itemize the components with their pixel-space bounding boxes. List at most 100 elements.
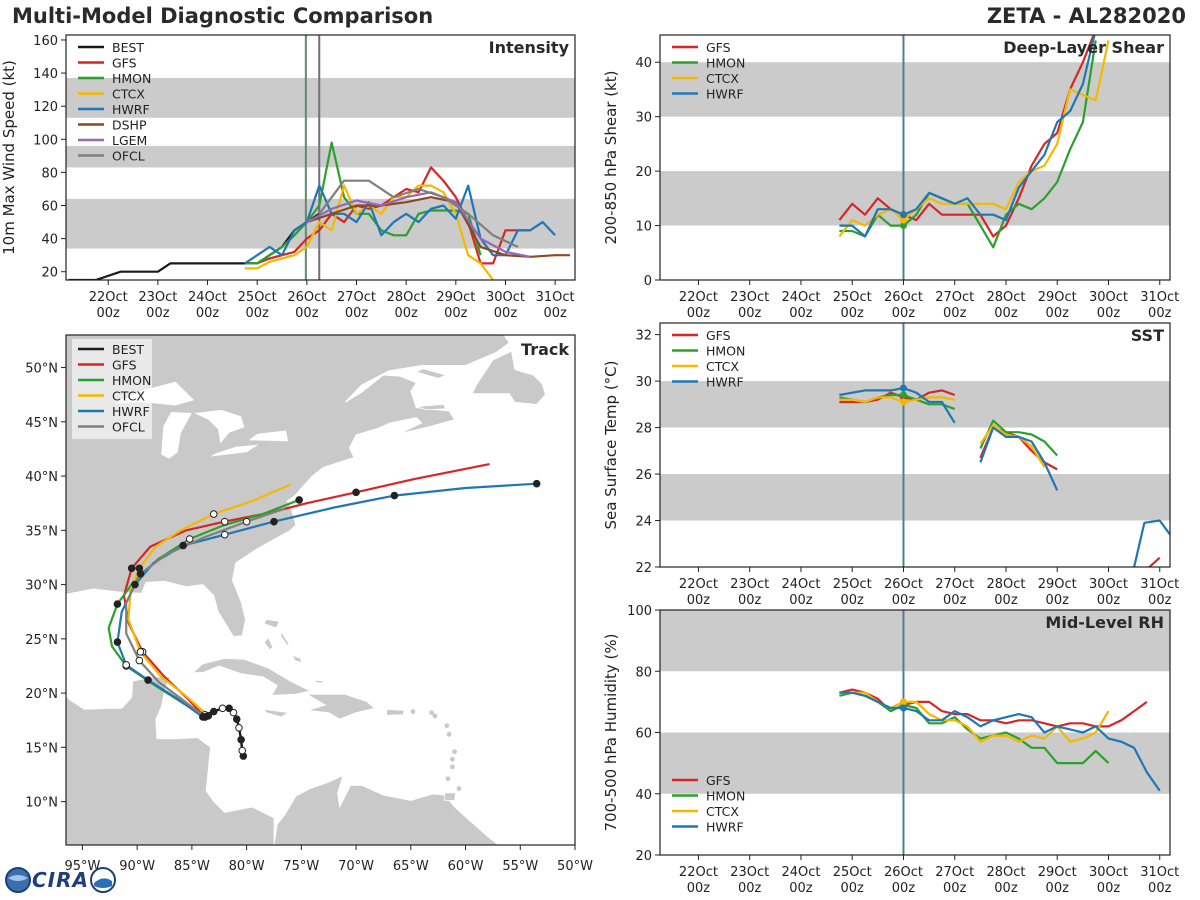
- series-ofcl-line: [318, 179, 519, 248]
- legend-label-lgem: LGEM: [112, 133, 147, 148]
- legend-label-hmon: HMON: [706, 344, 745, 359]
- land-lesser-antilles-7: [432, 713, 438, 719]
- rh-panel: 2040608010022Oct00z23Oct00z24Oct00z25Oct…: [602, 604, 1179, 896]
- x-tick-label: 25Oct: [833, 577, 872, 592]
- track-ofcl-marker: [242, 517, 251, 526]
- lake-superior: [114, 381, 195, 406]
- x-tick-label: 00z: [1148, 306, 1172, 321]
- legend-label-hwrf: HWRF: [706, 820, 744, 835]
- x-tick-label: 23Oct: [730, 290, 769, 305]
- series-best-line: [68, 212, 320, 280]
- y-tick-label: 100: [33, 133, 58, 148]
- track-best-marker: [201, 710, 209, 719]
- y-tick-label: 100: [627, 604, 652, 619]
- x-tick-label: 00z: [1148, 881, 1172, 896]
- track-lon-label: 70°W: [338, 859, 374, 874]
- x-tick-label: 00z: [841, 881, 865, 896]
- y-tick-label: 20: [41, 266, 58, 281]
- track-gfs-marker: [352, 488, 360, 497]
- x-tick-label: 29Oct: [1038, 577, 1077, 592]
- x-tick-label: 00z: [444, 306, 468, 321]
- y-tick-label: 40: [635, 56, 652, 71]
- shear-band: [660, 171, 1170, 226]
- x-tick-label: 00z: [1097, 306, 1121, 321]
- x-tick-label: 30Oct: [1089, 290, 1128, 305]
- x-tick-label: 28Oct: [986, 865, 1025, 880]
- track-hwrf-marker: [113, 638, 122, 646]
- series-hwrf-line: [244, 184, 556, 265]
- land-puerto-rico: [386, 708, 405, 716]
- x-tick-label: 00z: [1046, 881, 1070, 896]
- series-hwrf-line: [839, 35, 1096, 238]
- series-hmon-line: [839, 691, 1110, 765]
- land-bahamas-5: [315, 679, 324, 684]
- series-gfs-line: [839, 688, 1148, 728]
- rh-band: [660, 610, 1170, 672]
- land-lesser-antilles-8: [429, 710, 435, 716]
- x-tick-label: 31Oct: [1140, 865, 1179, 880]
- track-hmon-line: [107, 498, 300, 718]
- legend-label-best: BEST: [112, 342, 144, 357]
- rh-title: Mid-Level RH: [1045, 613, 1164, 632]
- x-tick-label: 23Oct: [730, 865, 769, 880]
- track-lon-label: 55°W: [502, 859, 538, 874]
- x-tick-label: 27Oct: [935, 290, 974, 305]
- track-best-marker: [229, 708, 238, 717]
- track-ofcl-marker: [201, 713, 209, 721]
- series-lgem-line: [306, 191, 531, 258]
- track-lon-label: 90°W: [119, 859, 155, 874]
- track-lat-label: 50°N: [25, 362, 58, 377]
- y-tick-label: 30: [635, 375, 652, 390]
- shear-ylabel: 200-850 hPa Shear (kt): [602, 71, 620, 245]
- y-tick-label: 60: [635, 727, 652, 742]
- y-tick-label: 28: [635, 422, 652, 437]
- cira-logo-text: CIRA: [32, 868, 89, 892]
- rh-frame: [659, 609, 1171, 856]
- series-gfs-marker: [899, 211, 907, 219]
- y-tick-label: 140: [33, 67, 58, 82]
- x-tick-label: 31Oct: [1140, 577, 1179, 592]
- land-lesser-antilles-2: [452, 749, 457, 755]
- x-tick-label: 00z: [146, 306, 170, 321]
- y-tick-label: 0: [644, 274, 652, 289]
- x-tick-label: 00z: [394, 306, 418, 321]
- x-tick-label: 00z: [994, 881, 1018, 896]
- x-tick-label: 00z: [196, 306, 220, 321]
- legend-label-ctcx: CTCX: [706, 804, 739, 819]
- cira-globe-icon: [5, 867, 31, 893]
- x-tick-label: 00z: [1097, 593, 1121, 608]
- track-best-marker: [209, 707, 218, 716]
- intensity-band: [66, 145, 575, 168]
- rh-ylabel: 700-500 hPa Humidity (%): [602, 633, 620, 831]
- x-tick-label: 00z: [345, 306, 369, 321]
- series-hwrf-line: [839, 387, 1170, 567]
- y-tick-label: 32: [635, 329, 652, 344]
- y-tick-label: 80: [635, 665, 652, 680]
- track-best-marker: [239, 752, 248, 760]
- track-best-marker: [235, 724, 243, 732]
- track-hwrf-marker: [144, 676, 152, 684]
- land-lesser-antilles-5: [445, 776, 451, 782]
- noaa-seal-icon: [90, 867, 116, 893]
- x-tick-label: 24Oct: [188, 290, 227, 305]
- land-lesser-antilles-3: [450, 756, 455, 762]
- track-hwrf-marker: [179, 541, 187, 550]
- track-best-marker: [225, 704, 233, 713]
- track-lon-label: 50°W: [557, 859, 593, 874]
- land-hispaniola: [305, 693, 376, 720]
- x-tick-label: 22Oct: [679, 577, 718, 592]
- land-lesser-antilles-0: [444, 723, 450, 729]
- intensity-frame: [65, 34, 576, 281]
- x-tick-label: 24Oct: [781, 577, 820, 592]
- track-best-marker: [237, 735, 245, 744]
- track-lat-label: 30°N: [25, 579, 58, 594]
- track-lat-label: 35°N: [25, 524, 58, 539]
- series-hwrf-marker: [899, 704, 907, 712]
- track-hwrf-marker: [390, 491, 399, 500]
- rh-band: [660, 732, 1170, 794]
- x-tick-label: 00z: [687, 306, 711, 321]
- series-hmon-line: [244, 141, 482, 265]
- x-tick-label: 25Oct: [833, 290, 872, 305]
